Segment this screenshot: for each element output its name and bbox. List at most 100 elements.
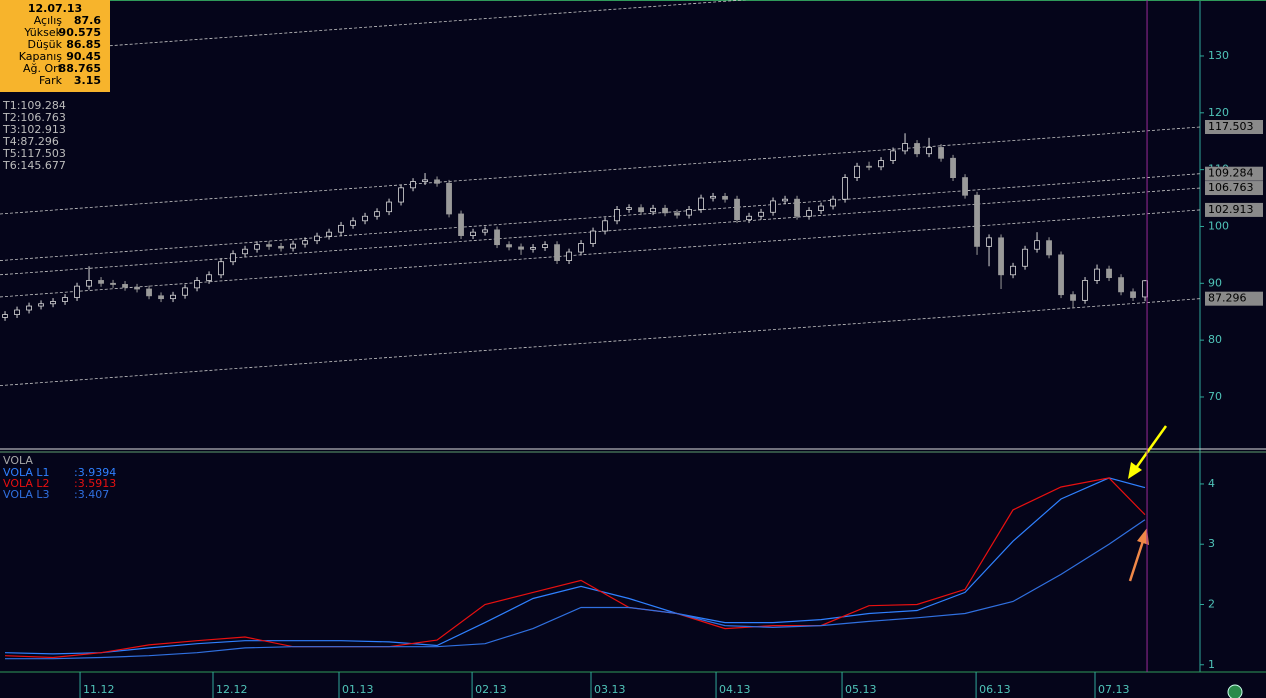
info-label: Ağ. Ort: [23, 62, 63, 75]
price-tag: [1205, 120, 1263, 135]
candle-body: [602, 220, 608, 232]
info-label: Düşük: [27, 38, 62, 51]
trend-line: [0, 0, 748, 55]
candle-body: [74, 285, 80, 298]
candle-body: [290, 243, 296, 249]
candle-body: [1034, 240, 1040, 250]
candle-body: [482, 229, 488, 233]
info-value: 87.6: [74, 14, 101, 27]
candle-body: [122, 284, 128, 288]
candle-body: [926, 147, 932, 155]
arrow: [1134, 425, 1168, 469]
price-tag-label: 102.913: [1208, 203, 1254, 216]
price-tag: [1205, 181, 1263, 196]
app-icon[interactable]: [1227, 684, 1243, 698]
annotation-arrows: [1128, 425, 1168, 582]
candle-body: [302, 240, 308, 245]
candle-body: [422, 179, 428, 182]
candle-body: [170, 294, 176, 300]
candle-body: [578, 243, 584, 253]
candle-body: [374, 211, 380, 217]
candle-body: [626, 207, 632, 210]
x-tick-label: 06.13: [979, 683, 1011, 696]
y-tick-label: 4: [1208, 477, 1215, 490]
info-label: Yüksek: [23, 26, 62, 39]
candle-body: [1130, 291, 1136, 298]
info-date: 12.07.13: [28, 2, 82, 15]
candle-body: [1118, 277, 1124, 293]
y-tick-label: 130: [1208, 49, 1229, 62]
candle-body: [818, 205, 824, 211]
x-tick-label: 12.12: [216, 683, 248, 696]
price-tag: [1205, 166, 1263, 181]
candle-body: [698, 197, 704, 210]
candle-body: [398, 187, 404, 203]
y-tick-label: 100: [1208, 219, 1229, 232]
arrow-head: [1137, 528, 1149, 545]
price-tag: [1205, 291, 1263, 306]
candle-body: [50, 301, 56, 305]
candle-body: [434, 179, 440, 184]
candle-body: [662, 207, 668, 214]
y-tick-label: 90: [1208, 276, 1222, 289]
x-tick-label: 05.13: [845, 683, 877, 696]
info-label: Açılış: [34, 14, 63, 27]
line-series: [4, 477, 1146, 655]
candle-body: [2, 314, 8, 318]
candle-body: [182, 287, 188, 296]
y-tick-label: 80: [1208, 333, 1222, 346]
candle-body: [1058, 254, 1064, 296]
candle-body: [194, 280, 200, 289]
candle-body: [890, 150, 896, 161]
price-tag-label: 109.284: [1208, 167, 1254, 180]
info-box: [0, 0, 110, 92]
info-value: 88.765: [59, 62, 101, 75]
candle-body: [962, 177, 968, 196]
candle-body: [1022, 248, 1028, 267]
y-tick-label: 3: [1208, 537, 1215, 550]
candle-body: [638, 207, 644, 213]
candle-body: [470, 231, 476, 236]
legend-name: VOLA L3: [3, 488, 50, 501]
candle-body: [746, 215, 752, 221]
candle-body: [734, 198, 740, 221]
legend-title: VOLA: [3, 454, 33, 467]
candle-body: [62, 297, 68, 302]
candle-body: [902, 143, 908, 152]
candle-body: [914, 143, 920, 155]
candle-body: [794, 198, 800, 217]
candle-body: [686, 209, 692, 216]
trend-line-label: T3:102.913: [2, 123, 66, 136]
candle-body: [242, 248, 248, 255]
trend-line-label: T4:87.296: [2, 135, 59, 148]
trend-line: [0, 209, 1200, 298]
y-tick-label: 2: [1208, 597, 1215, 610]
candle-body: [350, 220, 356, 226]
candle-body: [530, 247, 536, 250]
legend-name: VOLA L1: [3, 466, 50, 479]
legend-value: :3.9394: [74, 466, 116, 479]
trend-line-label: T5:117.503: [2, 147, 66, 160]
candle-body: [782, 198, 788, 202]
trend-line-label: T1:109.284: [2, 99, 66, 112]
candle-body: [458, 213, 464, 236]
x-tick-label: 04.13: [719, 683, 751, 696]
candle-body: [878, 160, 884, 168]
line-series: [5, 519, 1146, 660]
info-value: 3.15: [74, 74, 101, 87]
info-label: Kapanış: [19, 50, 63, 63]
candle-body: [542, 244, 548, 248]
info-value: 86.85: [66, 38, 101, 51]
candle-body: [386, 201, 392, 213]
candle-body: [770, 200, 776, 213]
candle-body: [410, 181, 416, 189]
y-tick-label: 120: [1208, 106, 1229, 119]
candle-body: [854, 165, 860, 179]
candle-body: [86, 280, 92, 287]
candle-body: [554, 244, 560, 261]
line-series: [4, 477, 1146, 659]
candle-body: [650, 207, 656, 213]
